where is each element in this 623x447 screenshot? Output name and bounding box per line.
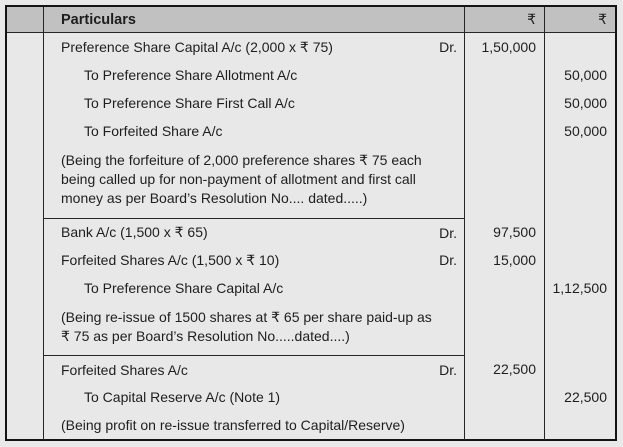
header-credit-rupee: ₹ xyxy=(545,7,615,32)
journal-line: Forfeited Shares A/c Dr. 22,500 xyxy=(7,355,615,383)
particulars-cell: To Forfeited Share A/c xyxy=(44,117,465,145)
journal-entries-table: Particulars ₹ ₹ Preference Share Capital… xyxy=(5,5,617,441)
credit-amount xyxy=(545,411,615,440)
particulars-cell: To Preference Share Allotment A/c xyxy=(44,61,465,89)
header-particulars: Particulars xyxy=(44,7,465,32)
narration-cell: (Being re-issue of 1500 shares at ₹ 65 p… xyxy=(44,302,465,355)
debit-amount xyxy=(465,383,545,411)
credit-amount: 50,000 xyxy=(564,123,607,139)
debit-amount xyxy=(465,302,545,355)
narration-text: being called up for non-payment of allot… xyxy=(61,171,416,187)
rupee-symbol: ₹ xyxy=(527,11,536,27)
dr-label: Dr. xyxy=(439,361,457,378)
debit-amount: 1,50,000 xyxy=(465,33,545,61)
particulars-cell: To Preference Share Capital A/c xyxy=(44,274,465,302)
date-cell xyxy=(7,383,44,411)
narration-text: money as per Board’s Resolution No.... d… xyxy=(61,190,368,206)
narration-text: ₹ 75 as per Board’s Resolution No.....da… xyxy=(61,328,350,344)
account-name: To Preference Share First Call A/c xyxy=(84,95,295,111)
particulars-cell: Forfeited Shares A/c Dr. xyxy=(44,355,465,383)
credit-amount: 50,000 xyxy=(564,67,607,83)
date-cell xyxy=(7,61,44,89)
credit-amount xyxy=(545,302,615,355)
narration-row: (Being the forfeiture of 2,000 preferenc… xyxy=(7,145,615,218)
particulars-cell: To Preference Share First Call A/c xyxy=(44,89,465,117)
debit-amount: 97,500 xyxy=(465,218,545,246)
debit-amount xyxy=(465,411,545,440)
date-cell xyxy=(7,246,44,274)
account-name: To Preference Share Capital A/c xyxy=(84,280,284,296)
journal-line: To Preference Share Capital A/c 1,12,500 xyxy=(7,274,615,302)
account-name: To Preference Share Allotment A/c xyxy=(84,67,298,83)
account-name: Bank A/c (1,500 x ₹ 65) xyxy=(61,224,208,240)
date-cell xyxy=(7,355,44,383)
narration-text: (Being the forfeiture of 2,000 preferenc… xyxy=(61,152,422,168)
narration-text: (Being profit on re-issue transferred to… xyxy=(61,417,405,433)
credit-amount: 50,000 xyxy=(564,95,607,111)
account-name: To Capital Reserve A/c (Note 1) xyxy=(84,389,281,405)
header-debit-rupee: ₹ xyxy=(465,7,545,32)
debit-amount xyxy=(465,145,545,218)
debit-amount xyxy=(465,274,545,302)
credit-amount: 22,500 xyxy=(564,389,607,405)
account-name: Preference Share Capital A/c (2,000 x ₹ … xyxy=(61,38,333,55)
journal-line: To Preference Share First Call A/c 50,00… xyxy=(7,89,615,117)
narration-cell: (Being the forfeiture of 2,000 preferenc… xyxy=(44,145,465,218)
credit-amount: 1,12,500 xyxy=(552,280,608,296)
date-cell xyxy=(7,89,44,117)
credit-amount xyxy=(545,145,615,218)
table-header-row: Particulars ₹ ₹ xyxy=(7,7,615,33)
narration-cell: (Being profit on re-issue transferred to… xyxy=(44,411,465,440)
credit-amount xyxy=(545,355,615,383)
dr-label: Dr. xyxy=(439,252,457,268)
debit-amount xyxy=(465,117,545,145)
date-cell xyxy=(7,117,44,145)
dr-label: Dr. xyxy=(439,39,457,55)
journal-line: To Preference Share Allotment A/c 50,000 xyxy=(7,61,615,89)
account-name: To Forfeited Share A/c xyxy=(84,123,223,139)
date-cell xyxy=(7,274,44,302)
rupee-symbol: ₹ xyxy=(598,11,607,27)
journal-line: Bank A/c (1,500 x ₹ 65) Dr. 97,500 xyxy=(7,218,615,246)
credit-amount xyxy=(545,33,615,61)
account-name: Forfeited Shares A/c xyxy=(61,361,188,378)
credit-amount xyxy=(545,218,615,246)
journal-line: To Forfeited Share A/c 50,000 xyxy=(7,117,615,145)
narration-text: (Being re-issue of 1500 shares at ₹ 65 p… xyxy=(61,309,432,325)
header-date-cell xyxy=(7,7,44,32)
date-cell xyxy=(7,33,44,61)
account-name: Forfeited Shares A/c (1,500 x ₹ 10) xyxy=(61,251,280,268)
narration-row: (Being profit on re-issue transferred to… xyxy=(7,411,615,440)
journal-line: Forfeited Shares A/c (1,500 x ₹ 10) Dr. … xyxy=(7,246,615,274)
particulars-cell: To Capital Reserve A/c (Note 1) xyxy=(44,383,465,411)
journal-line: Preference Share Capital A/c (2,000 x ₹ … xyxy=(7,33,615,61)
narration-row: (Being re-issue of 1500 shares at ₹ 65 p… xyxy=(7,302,615,355)
particulars-cell: Forfeited Shares A/c (1,500 x ₹ 10) Dr. xyxy=(44,246,465,274)
debit-amount xyxy=(465,61,545,89)
journal-line: To Capital Reserve A/c (Note 1) 22,500 xyxy=(7,383,615,411)
particulars-cell: Bank A/c (1,500 x ₹ 65) Dr. xyxy=(44,218,465,246)
debit-amount: 22,500 xyxy=(465,355,545,383)
date-cell xyxy=(7,411,44,440)
debit-amount: 15,000 xyxy=(465,246,545,274)
particulars-header-label: Particulars xyxy=(61,11,136,28)
date-cell xyxy=(7,145,44,218)
date-cell xyxy=(7,302,44,355)
credit-amount xyxy=(545,246,615,274)
dr-label: Dr. xyxy=(439,224,457,241)
debit-amount xyxy=(465,89,545,117)
date-cell xyxy=(7,218,44,246)
particulars-cell: Preference Share Capital A/c (2,000 x ₹ … xyxy=(44,33,465,61)
